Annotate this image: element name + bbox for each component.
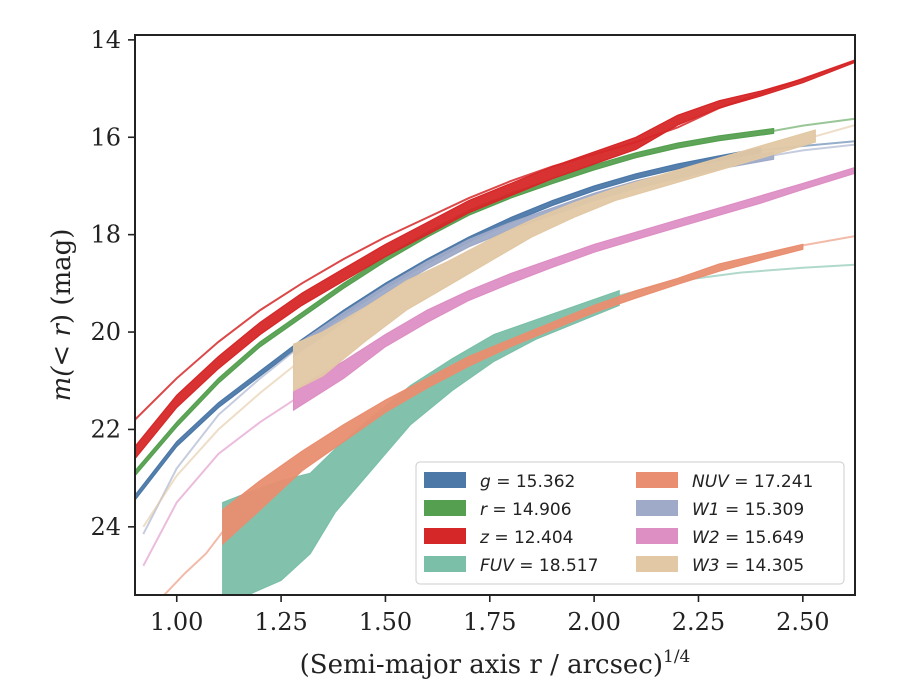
legend-swatch-z [424, 528, 466, 544]
series-w2 [142, 166, 855, 567]
series-nuv [163, 235, 855, 595]
series-z [135, 59, 855, 460]
legend-label-nuv: NUV = 17.241 [692, 472, 813, 492]
legend-label-g: g = 15.362 [480, 472, 575, 492]
y-axis-label-italic: < r [47, 323, 77, 367]
legend-swatch-r [424, 500, 466, 516]
x-tick-label: 1.25 [254, 608, 307, 636]
x-tick-label: 1.00 [150, 608, 203, 636]
series-layer [135, 59, 855, 595]
series-nuv-band [222, 243, 804, 546]
legend-label-w3: W3 = 14.305 [692, 556, 804, 576]
series-r [135, 117, 855, 477]
series-w3-band [293, 129, 816, 392]
y-tick-label: 18 [90, 221, 121, 249]
x-tick-label: 2.25 [672, 608, 725, 636]
legend-label-fuv: FUV = 18.517 [480, 556, 598, 576]
series-w1-extrapolation [773, 143, 855, 157]
y-tick-label: 22 [90, 415, 121, 443]
legend-label-w1: W1 = 15.309 [692, 500, 804, 520]
x-tick-label: 1.75 [463, 608, 516, 636]
y-axis-ticks: 14 16 18 20 22 24 [90, 26, 135, 541]
legend-label-z: z = 12.404 [479, 528, 573, 548]
series-w1-band [293, 151, 775, 358]
legend-frame [415, 461, 845, 585]
legend-swatch-g [424, 472, 466, 488]
series-r-extrapolation [773, 117, 855, 132]
x-tick-label: 1.50 [359, 608, 412, 636]
legend-swatch-w2 [636, 528, 678, 544]
series-g-band [135, 147, 762, 501]
x-axis-label: (Semi-major axis r / arcsec)1/4 [300, 647, 691, 680]
legend-label-r: r = 14.906 [480, 500, 572, 520]
plot-area [134, 34, 856, 596]
series-w2-band [293, 166, 855, 412]
series-w3-extrapolation [142, 365, 295, 528]
series-nuv-extrapolation [802, 235, 855, 247]
y-tick-label: 16 [90, 123, 121, 151]
series-w2-extrapolation [142, 399, 295, 567]
x-axis-label-exponent: 1/4 [663, 647, 690, 667]
series-nuv-extrapolation [163, 531, 224, 595]
series-w3-extrapolation [815, 124, 855, 138]
series-r-band [135, 127, 775, 477]
series-fuv-band [222, 289, 620, 595]
legend-swatch-w3 [636, 556, 678, 572]
legend-swatch-w1 [636, 500, 678, 516]
series-w3 [142, 124, 855, 528]
y-axis-label-post: ) (mag) [47, 229, 77, 325]
y-tick-label: 24 [90, 513, 121, 541]
legend-swatch-fuv [424, 556, 466, 572]
y-tick-label: 20 [90, 318, 121, 346]
series-w1-extrapolation [142, 350, 295, 535]
y-axis-label-pre: m( [47, 366, 77, 402]
plot-frame [134, 34, 856, 596]
series-w1 [142, 143, 855, 535]
x-axis-label-text: (Semi-major axis r / arcsec) [300, 650, 663, 680]
x-tick-label: 2.00 [567, 608, 620, 636]
y-tick-label: 14 [90, 26, 121, 54]
x-tick-label: 2.50 [776, 608, 829, 636]
legend-label-w2: W2 = 15.649 [692, 528, 804, 548]
legend: g = 15.362 r = 14.906 z = 12.404 FUV = 18.5… [415, 461, 845, 585]
x-axis-ticks: 1.00 1.25 1.50 1.75 2.00 2.25 2.50 [150, 595, 830, 636]
y-axis-label: m(< r) (mag) [47, 229, 77, 402]
legend-swatch-nuv [636, 472, 678, 488]
series-z-band [135, 59, 855, 460]
